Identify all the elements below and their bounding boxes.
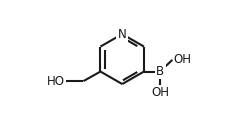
Text: OH: OH [173, 53, 191, 66]
Text: N: N [118, 28, 127, 41]
Text: HO: HO [47, 75, 64, 88]
Text: B: B [156, 65, 164, 78]
Text: OH: OH [151, 86, 169, 99]
